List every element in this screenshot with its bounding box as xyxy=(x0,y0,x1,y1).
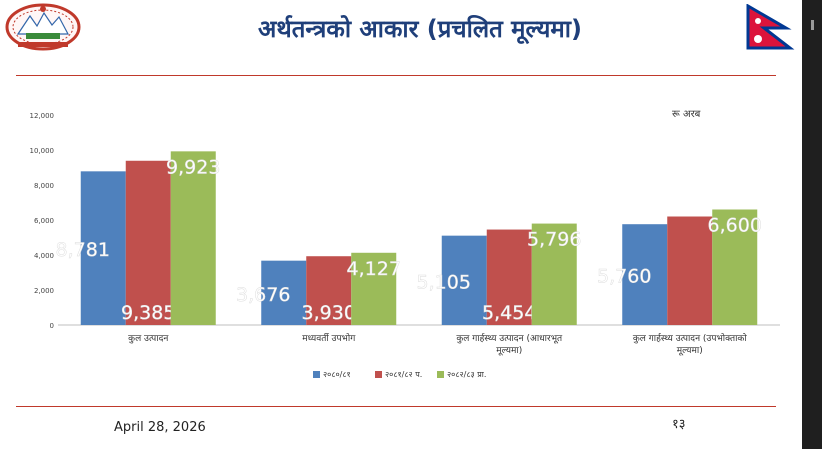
data-label: 5,454 xyxy=(482,302,536,324)
bar-3 xyxy=(351,252,397,325)
x-tick-label: कुल गार्हस्थ्य उत्पादन (उपभोक्ताको xyxy=(633,332,748,344)
data-label: 5,796 xyxy=(527,229,581,251)
bar-2 xyxy=(486,229,532,325)
y-tick-label: 0 xyxy=(50,322,54,330)
bar-3 xyxy=(170,151,216,325)
bar-3 xyxy=(712,209,758,325)
data-label: 8,781 xyxy=(56,239,110,261)
data-label: 6,600 xyxy=(708,215,762,237)
bar-1 xyxy=(261,260,307,325)
x-tick-label: मूल्यमा) xyxy=(677,346,703,356)
data-label: 3,676 xyxy=(236,284,290,306)
page-number: १३ xyxy=(672,417,686,432)
data-label: 9,923 xyxy=(166,156,220,178)
data-label: 3,930 xyxy=(302,302,356,324)
data-label: 5,105 xyxy=(417,271,471,293)
bottom-divider xyxy=(16,406,776,407)
footer-date: April 28, 2026 xyxy=(114,420,206,435)
bar-1 xyxy=(441,235,487,325)
bar-1 xyxy=(622,224,668,325)
slide: अर्थतन्त्रको आकार (प्रचलित मूल्यमा) रू अ… xyxy=(0,0,802,449)
y-tick-label: 6,000 xyxy=(34,217,54,225)
bar-1 xyxy=(80,171,126,325)
nepal-emblem-icon xyxy=(5,3,81,51)
y-tick-label: 12,000 xyxy=(30,112,55,120)
data-label: 9,385 xyxy=(121,302,175,324)
x-tick-label: कुल उत्पादन xyxy=(128,334,169,344)
x-tick-label: मूल्यमा) xyxy=(496,346,522,356)
nepal-flag-icon xyxy=(746,4,795,50)
bar-3 xyxy=(531,223,577,325)
top-divider xyxy=(16,75,776,76)
legend-label: २०८२/८३ प्रा. xyxy=(447,370,486,379)
bar-2 xyxy=(306,256,352,325)
window-edge xyxy=(802,0,822,449)
y-tick-label: 2,000 xyxy=(34,287,54,295)
legend-label: २०८०/८१ xyxy=(323,370,351,379)
x-tick-label: कुल गार्हस्थ्य उत्पादन (आधारभूत xyxy=(456,332,563,344)
legend-label: २०८१/८२ प. xyxy=(385,370,422,379)
slide-title: अर्थतन्त्रको आकार (प्रचलित मूल्यमा) xyxy=(258,15,582,43)
data-label: 4,127 xyxy=(347,258,401,280)
legend-swatch-2 xyxy=(375,371,382,378)
legend-swatch-1 xyxy=(313,371,320,378)
y-tick-label: 8,000 xyxy=(34,182,54,190)
x-tick-label: मध्यवर्ती उपभोग xyxy=(302,332,356,344)
data-label: 5,760 xyxy=(597,266,651,288)
unit-note: रू अरब xyxy=(672,109,701,120)
y-tick-label: 10,000 xyxy=(30,147,55,155)
bar-chart: 0 2,000 4,000 6,000 8,000 10,000 12,000 8,781 9,… xyxy=(30,112,780,379)
bar-2 xyxy=(667,216,713,325)
legend-swatch-3 xyxy=(437,371,444,378)
bar-2 xyxy=(125,160,171,325)
y-tick-label: 4,000 xyxy=(34,252,54,260)
